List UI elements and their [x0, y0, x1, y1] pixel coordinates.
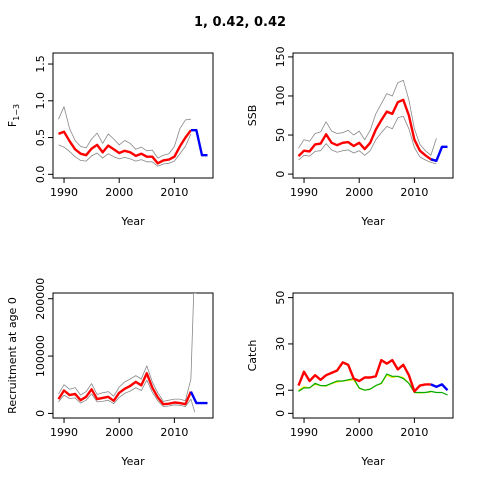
- x-tick-label: 2000: [105, 426, 133, 439]
- y-tick-label: 200000: [34, 278, 47, 320]
- y-tick-label: 0.0: [34, 166, 47, 184]
- x-axis-label: Year: [360, 215, 385, 228]
- panel-ssb: 1990 2000 2010 0 50 100 150 Year SSB: [246, 46, 454, 228]
- y-axis-label: SSB: [246, 105, 259, 127]
- x-tick-label: 1990: [290, 426, 318, 439]
- x-tick-label: 2000: [345, 426, 373, 439]
- series-upper-line: [298, 79, 437, 156]
- series-median-line: [297, 98, 437, 162]
- series-median-line: [57, 372, 192, 406]
- series-lower-line: [58, 133, 192, 167]
- plot-frame: [52, 52, 214, 179]
- series-upper-line: [58, 293, 197, 402]
- panel-recruit: 1990 2000 2010 0 100000 200000 Year Recruitment…: [6, 278, 214, 468]
- series-forecast-line: [430, 145, 448, 163]
- x-tick-label: 2010: [160, 426, 188, 439]
- series-lower-line: [58, 379, 196, 413]
- x-tick-label: 1990: [290, 186, 318, 199]
- y-tick-label: 100: [274, 85, 287, 106]
- y-tick-label: 1.5: [34, 55, 47, 73]
- y-tick-label: 50: [274, 128, 287, 142]
- y-tick-label: 1.0: [34, 92, 47, 110]
- x-tick-label: 2010: [400, 426, 428, 439]
- y-axis-label: F1−3: [6, 104, 21, 127]
- series-upper-line: [58, 106, 191, 159]
- plot-frame: [292, 292, 454, 419]
- y-tick-label: 0: [274, 171, 287, 178]
- y-tick-label: 0: [274, 410, 287, 417]
- series-median-line: [297, 358, 431, 393]
- series-forecast-line: [190, 128, 208, 157]
- x-axis-label: Year: [120, 215, 145, 228]
- plot-frame: [52, 292, 214, 419]
- y-tick-label: 100000: [34, 335, 47, 377]
- figure-title: 1, 0.42, 0.42: [194, 15, 286, 30]
- series-group: [297, 79, 448, 165]
- y-axis-label-subscript: 1−3: [12, 104, 21, 121]
- x-axis-label: Year: [120, 455, 145, 468]
- y-tick-label: 0: [34, 410, 47, 417]
- series-group: [58, 106, 208, 167]
- series-lower-line: [298, 115, 437, 165]
- x-tick-label: 1990: [50, 426, 78, 439]
- y-tick-label: 30: [274, 337, 287, 351]
- y-tick-label: 150: [274, 46, 287, 67]
- series-group: [57, 293, 208, 413]
- x-tick-label: 2010: [160, 186, 188, 199]
- x-axis-label: Year: [360, 455, 385, 468]
- plot-frame: [292, 52, 454, 179]
- x-tick-label: 2000: [105, 186, 133, 199]
- series-median-line: [58, 129, 192, 165]
- panel-catch: 1990 2000 2010 0 10 30 50 Year Catch: [246, 291, 454, 468]
- series-group: [297, 358, 449, 396]
- series-observed-line: [298, 373, 448, 396]
- series-forecast-line: [189, 391, 208, 405]
- y-tick-label: 50: [274, 291, 287, 305]
- x-tick-label: 2010: [400, 186, 428, 199]
- panel-f13: 1990 2000 2010 0.0 0.5 1.0 1.5 Year F1−3: [6, 52, 214, 228]
- y-tick-label: 10: [274, 383, 287, 397]
- series-forecast-line: [430, 383, 449, 392]
- x-tick-label: 1990: [50, 186, 78, 199]
- y-axis-label: Catch: [246, 340, 259, 372]
- y-axis-label: Recruitment at age 0: [6, 297, 19, 414]
- x-tick-label: 2000: [345, 186, 373, 199]
- y-tick-label: 0.5: [34, 129, 47, 147]
